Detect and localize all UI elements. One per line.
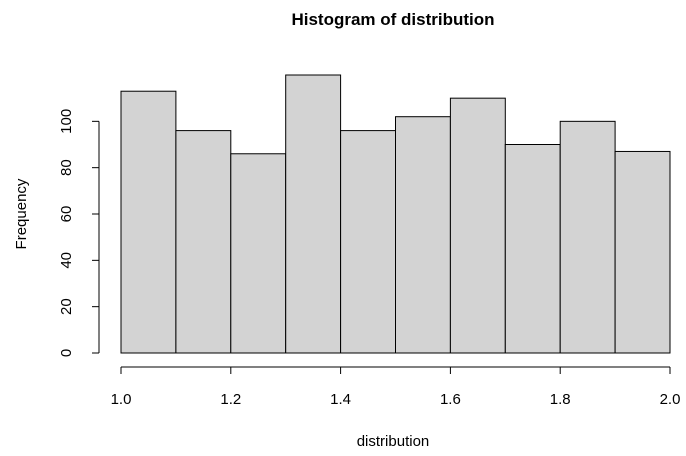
y-tick-label: 0	[58, 349, 75, 357]
y-tick-label: 80	[58, 159, 75, 176]
chart-title: Histogram of distribution	[291, 10, 494, 29]
histogram-bar	[504, 144, 561, 354]
x-axis-label: distribution	[357, 433, 430, 450]
histogram-bar	[120, 90, 177, 354]
y-tick-label: 40	[58, 252, 75, 269]
histogram-bar	[230, 153, 287, 354]
x-axis: 1.0 1.2 1.4 1.6 1.8 2.0	[111, 366, 681, 408]
y-tick-label: 20	[58, 298, 75, 315]
y-axis: 0 20 40 60 80 100	[58, 109, 100, 357]
x-tick-label: 1.8	[550, 391, 571, 408]
y-axis-label: Frequency	[13, 178, 30, 249]
x-tick-label: 1.6	[440, 391, 461, 408]
x-tick-label: 1.4	[330, 391, 351, 408]
histogram-bar	[614, 150, 671, 354]
x-tick-label: 1.0	[111, 391, 132, 408]
bars-group	[120, 74, 671, 354]
y-tick-label: 60	[58, 206, 75, 223]
histogram-bar	[175, 130, 232, 354]
histogram-bar	[340, 130, 397, 354]
x-tick-label: 2.0	[660, 391, 681, 408]
histogram-bar	[449, 97, 506, 354]
x-tick-label: 1.2	[220, 391, 241, 408]
histogram-bar	[395, 116, 451, 354]
histogram-bar	[559, 120, 616, 354]
y-tick-label: 100	[58, 109, 75, 134]
histogram-bar	[285, 74, 342, 354]
